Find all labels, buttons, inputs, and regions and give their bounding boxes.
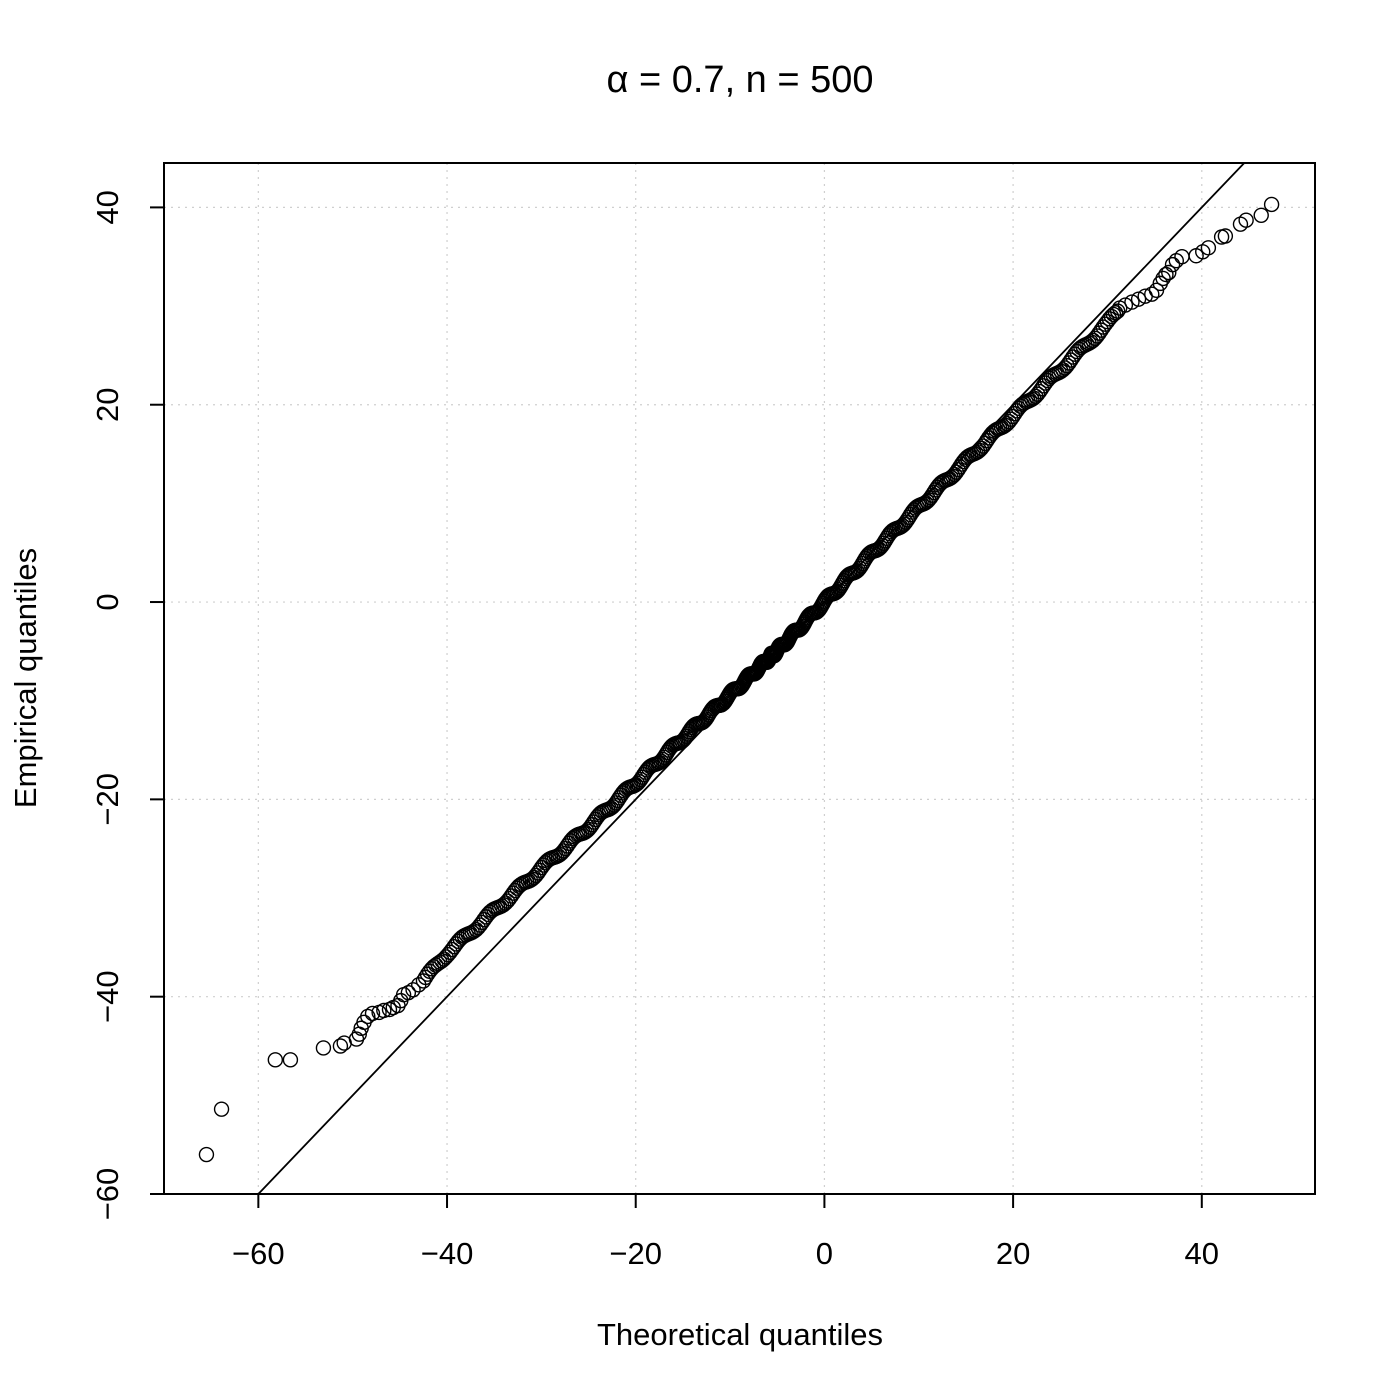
data-point xyxy=(530,865,546,881)
data-point xyxy=(1117,297,1134,313)
data-point xyxy=(1057,360,1073,376)
data-point xyxy=(315,1040,332,1056)
title-text: = 0.7, n = 500 xyxy=(628,59,873,101)
data-point xyxy=(1087,330,1103,347)
data-point xyxy=(1097,316,1113,332)
data-point xyxy=(1105,306,1122,323)
data-point xyxy=(1217,228,1234,244)
data-point xyxy=(555,843,572,859)
data-point xyxy=(332,1038,349,1054)
data-point xyxy=(198,1146,215,1163)
data-point xyxy=(499,893,516,909)
data-point xyxy=(364,1005,381,1022)
data-point xyxy=(1200,240,1217,256)
data-point xyxy=(1029,386,1046,402)
y-tick-label: −60 xyxy=(90,1168,125,1221)
data-point xyxy=(1253,207,1269,223)
data-point xyxy=(267,1052,284,1068)
data-point xyxy=(360,1008,376,1025)
data-point xyxy=(1101,311,1118,327)
x-tick-label: −40 xyxy=(421,1236,474,1271)
data-point xyxy=(381,1001,398,1018)
data-point xyxy=(1263,196,1280,213)
x-axis: −60 −40 −20 0 20 40 xyxy=(232,1193,1219,1271)
y-axis: −60 −40 −20 0 20 40 xyxy=(90,190,165,1221)
data-point xyxy=(1155,270,1171,287)
data-point xyxy=(650,755,666,772)
data-point xyxy=(1065,349,1081,365)
data-point xyxy=(973,440,990,457)
data-point xyxy=(472,917,488,933)
data-point xyxy=(997,417,1014,434)
x-tick-label: −20 xyxy=(609,1236,662,1271)
y-tick-label: −40 xyxy=(90,970,125,1023)
data-point xyxy=(1130,291,1147,307)
data-point xyxy=(1161,264,1177,281)
data-point xyxy=(376,1002,392,1019)
data-point xyxy=(1238,212,1254,228)
data-points xyxy=(198,196,1280,1163)
y-axis-label: Empirical quantiles xyxy=(8,548,43,808)
data-point xyxy=(446,939,462,955)
data-point xyxy=(400,985,417,1001)
data-point xyxy=(390,997,406,1014)
data-point xyxy=(442,944,458,960)
data-point xyxy=(440,946,456,963)
x-tick-label: 0 xyxy=(816,1236,833,1271)
data-point xyxy=(1095,319,1111,335)
y-tick-label: 20 xyxy=(90,387,125,421)
data-point xyxy=(1124,294,1140,310)
data-point xyxy=(503,888,520,904)
y-tick-label: 0 xyxy=(90,593,125,610)
data-point xyxy=(557,840,574,857)
data-point xyxy=(1107,305,1124,321)
data-point xyxy=(1053,363,1069,380)
data-point xyxy=(213,1101,230,1117)
data-point xyxy=(495,897,512,913)
chart-title: α = 0.7, n = 500 xyxy=(606,59,873,101)
x-tick-label: −60 xyxy=(232,1236,285,1271)
y-tick-label: −20 xyxy=(90,773,125,826)
data-point xyxy=(528,867,544,884)
data-point xyxy=(1144,286,1160,302)
title-alpha-symbol: α xyxy=(606,59,628,101)
data-point xyxy=(1164,256,1181,273)
x-axis-label: Theoretical quantiles xyxy=(597,1317,883,1352)
data-point xyxy=(282,1052,299,1068)
data-point xyxy=(466,923,482,939)
data-point xyxy=(1083,334,1099,350)
data-point xyxy=(946,466,963,483)
data-point xyxy=(470,919,486,936)
data-point xyxy=(434,953,450,969)
data-point xyxy=(501,890,518,907)
data-point xyxy=(405,982,421,998)
data-point xyxy=(1001,413,1017,430)
data-point xyxy=(1109,303,1126,319)
y-tick-label: 40 xyxy=(90,190,125,224)
x-tick-label: 40 xyxy=(1185,1236,1219,1271)
data-point xyxy=(871,541,887,557)
data-point xyxy=(1024,391,1040,408)
x-tick-label: 20 xyxy=(996,1236,1030,1271)
